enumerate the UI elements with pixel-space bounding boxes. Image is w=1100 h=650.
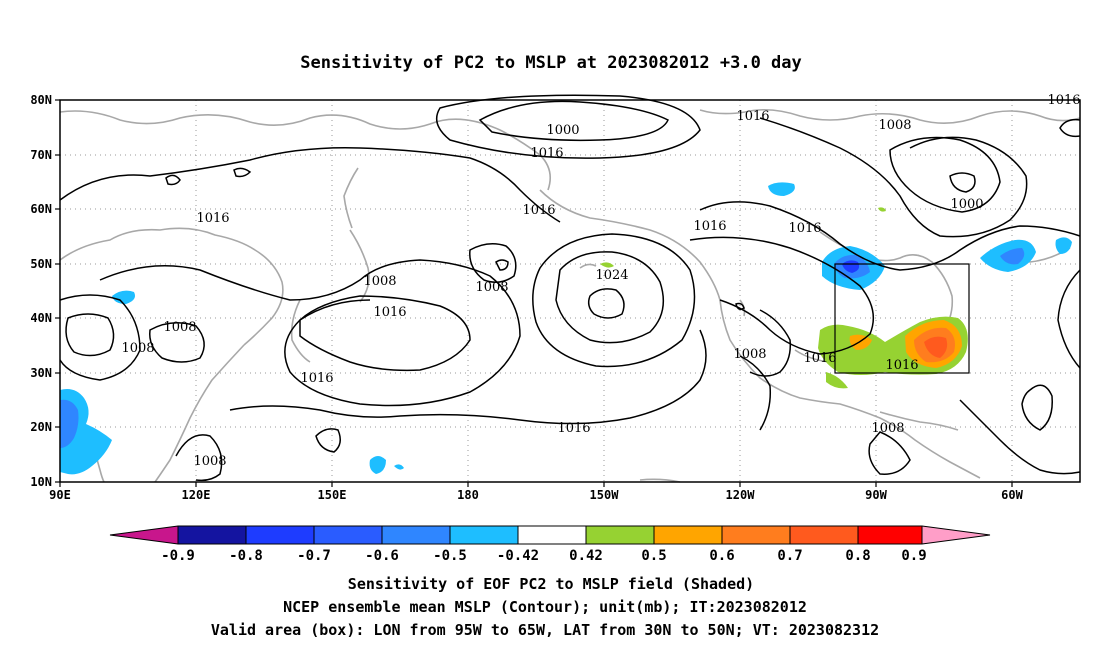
colorbar-bin (382, 526, 450, 544)
graticule (60, 100, 1080, 482)
contour-label: 1000 (546, 123, 579, 138)
colorbar-label: 0.6 (709, 548, 734, 564)
lon-label: 150E (318, 488, 347, 502)
mslp-contours (59, 94, 1081, 482)
lat-label: 70N (30, 148, 52, 162)
lat-label: 20N (30, 420, 52, 434)
colorbar-label: -0.42 (497, 548, 539, 564)
longitude-labels: 90E 120E 150E 180 150W 120W 90W 60W (49, 488, 1023, 502)
lat-label: 30N (30, 366, 52, 380)
colorbar-bin (858, 526, 922, 544)
contour-label: 1016 (693, 219, 726, 234)
lon-label: 120E (182, 488, 211, 502)
contour-label: 1016 (373, 305, 406, 320)
contour-label: 1016 (736, 109, 769, 124)
tick-marks (55, 99, 1013, 487)
colorbar-bin (450, 526, 518, 544)
colorbar-bin (246, 526, 314, 544)
colorbar-bin (178, 526, 246, 544)
contour-label: 1008 (878, 118, 911, 133)
lat-label: 50N (30, 257, 52, 271)
colorbar-label: -0.9 (161, 548, 195, 564)
colorbar-bin (790, 526, 858, 544)
colorbar-label: 0.7 (777, 548, 802, 564)
lat-label: 80N (30, 93, 52, 107)
contour-label: 1008 (363, 274, 396, 289)
contour-label: 1016 (530, 146, 563, 161)
contour-label: 1008 (121, 341, 154, 356)
colorbar-label: 0.42 (569, 548, 603, 564)
colorbar-label: 0.9 (901, 548, 926, 564)
caption-line-1: Sensitivity of EOF PC2 to MSLP field (Sh… (348, 575, 754, 593)
colorbar-left-tip (110, 526, 178, 544)
colorbar-label: -0.6 (365, 548, 399, 564)
lon-label: 120W (726, 488, 756, 502)
sensitivity-shading (60, 182, 1072, 475)
colorbar (109, 525, 991, 545)
contour-label: 1016 (885, 358, 918, 373)
contour-label: 1008 (871, 421, 904, 436)
caption-line-3: Valid area (box): LON from 95W to 65W, L… (211, 621, 879, 639)
valid-area-box (834, 263, 970, 374)
contour-label: 1016 (300, 371, 333, 386)
colorbar-bin (518, 526, 586, 544)
contour-labels: 1000 1016 1016 1008 1016 1000 1016 1016 … (121, 93, 1080, 469)
lon-label: 90W (865, 488, 887, 502)
lat-label: 10N (30, 475, 52, 489)
colorbar-label: 0.8 (845, 548, 870, 564)
contour-label: 1024 (595, 268, 628, 283)
contour-label: 1016 (557, 421, 590, 436)
lon-label: 60W (1001, 488, 1023, 502)
contour-label: 1008 (475, 280, 508, 295)
figure-title: Sensitivity of PC2 to MSLP at 2023082012… (300, 53, 802, 73)
colorbar-label: 0.5 (641, 548, 666, 564)
colorbar-bin (314, 526, 382, 544)
contour-label: 1016 (196, 211, 229, 226)
contour-label: 1008 (193, 454, 226, 469)
contour-label: 1016 (788, 221, 821, 236)
contour-label: 1016 (522, 203, 555, 218)
latitude-labels: 80N 70N 60N 50N 40N 30N 20N 10N (30, 93, 52, 489)
colorbar-label: -0.5 (433, 548, 467, 564)
colorbar-labels: -0.9 -0.8 -0.7 -0.6 -0.5 -0.42 0.42 0.5 … (161, 548, 927, 564)
contour-label: 1016 (803, 351, 836, 366)
colorbar-right-tip (922, 526, 990, 544)
colorbar-bin (722, 526, 790, 544)
contour-label: 1008 (163, 320, 196, 335)
contour-label: 1008 (733, 347, 766, 362)
lon-label: 90E (49, 488, 71, 502)
colorbar-bin (586, 526, 654, 544)
colorbar-bin (654, 526, 722, 544)
lat-label: 40N (30, 311, 52, 325)
colorbar-label: -0.8 (229, 548, 263, 564)
lon-label: 150W (590, 488, 620, 502)
lat-label: 60N (30, 202, 52, 216)
map-frame (59, 99, 1081, 483)
caption-line-2: NCEP ensemble mean MSLP (Contour); unit(… (283, 598, 807, 616)
colorbar-label: -0.7 (297, 548, 331, 564)
contour-label: 1000 (950, 197, 983, 212)
lon-label: 180 (457, 488, 479, 502)
